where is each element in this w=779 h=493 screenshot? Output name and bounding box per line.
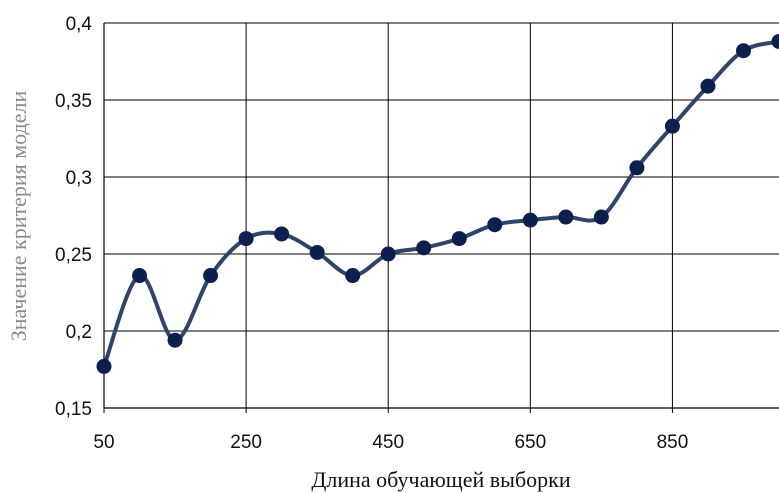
data-point [522, 212, 538, 228]
data-point [380, 246, 396, 262]
data-point [629, 160, 645, 176]
data-point [664, 118, 680, 134]
data-point [167, 332, 183, 348]
y-tick-label: 0,3 [66, 168, 92, 189]
y-tick-label: 0,4 [66, 14, 93, 35]
data-series [96, 33, 779, 374]
series-line [102, 39, 779, 369]
data-point [309, 244, 325, 260]
x-tick-label: 650 [514, 432, 546, 453]
data-point [238, 231, 254, 247]
data-point [274, 226, 290, 242]
data-point [771, 33, 779, 49]
data-point [735, 43, 751, 59]
data-point [700, 78, 716, 94]
x-axis-title: Длина обучающей выборки [311, 467, 570, 492]
axes [103, 23, 779, 413]
data-point [451, 231, 467, 247]
data-point [132, 268, 148, 284]
x-tick-label: 450 [372, 432, 404, 453]
y-tick-label: 0,35 [55, 91, 92, 112]
y-tick-label: 0,25 [55, 245, 92, 266]
grid-lines [104, 22, 779, 408]
data-point [558, 209, 574, 225]
x-tick-label: 50 [93, 432, 114, 453]
data-point [593, 209, 609, 225]
x-tick-label: 250 [230, 432, 262, 453]
y-tick-label: 0,15 [55, 399, 92, 420]
data-point [345, 268, 361, 284]
data-point [416, 240, 432, 256]
y-axis-title: Значение критерия модели [6, 91, 31, 342]
tick-labels: 0,15 0,2 0,25 0,3 0,35 0,4 50 250 450 650 850 [55, 14, 688, 453]
data-point [203, 268, 219, 284]
y-tick-label: 0,2 [66, 322, 92, 343]
data-point [96, 358, 112, 374]
x-tick-label: 850 [657, 432, 689, 453]
data-point [487, 217, 503, 233]
